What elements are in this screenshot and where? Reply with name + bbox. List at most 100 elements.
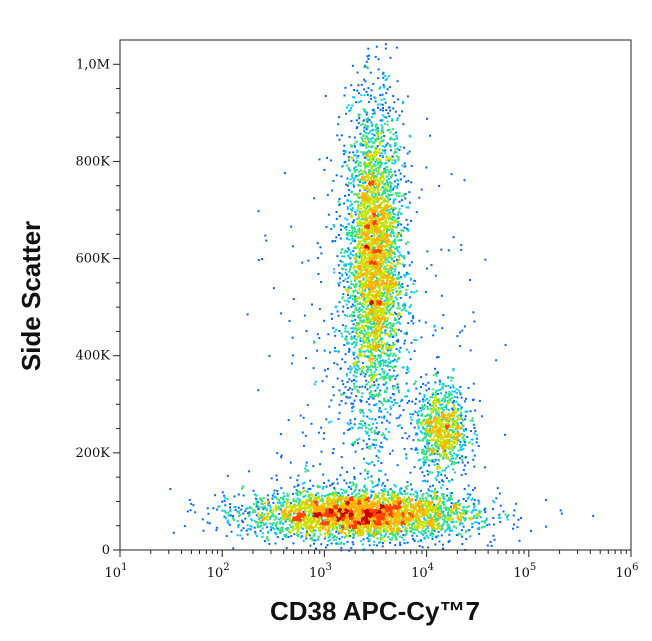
event-dot	[360, 329, 363, 332]
event-dot	[383, 299, 386, 302]
event-dot	[373, 516, 376, 519]
event-dot	[381, 292, 384, 295]
event-dot	[357, 240, 360, 243]
event-dot	[349, 268, 352, 271]
event-dot	[380, 236, 383, 239]
event-dot	[371, 293, 374, 296]
event-dot	[364, 80, 367, 83]
event-dot	[392, 216, 395, 219]
event-dot	[368, 169, 371, 172]
event-dot	[372, 422, 374, 425]
event-dot	[376, 190, 379, 193]
event-dot	[363, 208, 366, 211]
event-dot	[374, 129, 377, 132]
event-dot	[450, 491, 453, 494]
event-dot	[379, 538, 382, 540]
event-dot	[353, 382, 355, 385]
event-dot	[381, 274, 384, 277]
event-dot	[374, 254, 377, 257]
event-dot	[344, 86, 347, 89]
event-dot	[337, 200, 340, 203]
event-dot	[369, 208, 372, 211]
event-dot	[369, 286, 372, 289]
event-dot	[353, 423, 356, 426]
event-dot	[375, 291, 378, 293]
event-dot	[367, 381, 370, 384]
event-dot	[373, 226, 376, 228]
event-dot	[383, 361, 385, 364]
event-dot	[375, 233, 378, 235]
event-dot	[397, 338, 400, 341]
event-dot	[397, 303, 400, 306]
event-dot	[375, 229, 378, 232]
event-dot	[389, 376, 392, 379]
event-dot	[263, 513, 266, 516]
event-dot	[348, 160, 351, 162]
event-dot	[373, 318, 376, 321]
event-dot	[347, 166, 350, 169]
event-dot	[374, 299, 376, 302]
event-dot	[356, 303, 359, 306]
event-dot	[364, 314, 367, 316]
event-dot	[282, 516, 285, 519]
event-dot	[384, 188, 387, 191]
event-dot	[378, 141, 381, 144]
event-dot	[381, 119, 384, 122]
event-dot	[375, 148, 378, 151]
event-dot	[420, 524, 423, 526]
event-dot	[389, 240, 392, 243]
event-dot	[366, 318, 369, 321]
event-dot	[360, 224, 363, 227]
event-dot	[391, 218, 394, 221]
event-dot	[381, 312, 384, 315]
event-dot	[368, 182, 370, 185]
event-dot	[380, 98, 383, 101]
event-dot	[379, 250, 382, 253]
event-dot	[374, 328, 377, 330]
event-dot	[257, 501, 260, 504]
event-dot	[367, 304, 370, 307]
event-dot	[353, 169, 356, 172]
event-dot	[352, 247, 355, 250]
event-dot	[382, 307, 385, 310]
event-dot	[362, 345, 365, 348]
event-dot	[396, 117, 399, 120]
event-dot	[357, 266, 360, 268]
event-dot	[373, 201, 376, 204]
event-dot	[366, 243, 369, 246]
event-dot	[374, 389, 377, 392]
event-dot	[446, 514, 449, 517]
event-dot	[379, 359, 382, 362]
event-dot	[385, 116, 388, 119]
event-dot	[376, 302, 379, 305]
event-dot	[363, 129, 365, 132]
event-dot	[512, 514, 515, 517]
event-dot	[400, 194, 403, 197]
event-dot	[383, 342, 386, 345]
event-dot	[350, 226, 353, 229]
event-dot	[401, 204, 404, 207]
event-dot	[378, 221, 381, 224]
event-dot	[369, 302, 372, 305]
event-dot	[381, 109, 384, 112]
event-dot	[369, 311, 372, 314]
event-dot	[398, 349, 401, 352]
event-dot	[336, 520, 339, 523]
event-dot	[360, 252, 363, 255]
event-dot	[377, 58, 380, 61]
event-dot	[377, 283, 379, 286]
event-dot	[217, 505, 220, 508]
event-dot	[358, 189, 361, 192]
event-dot	[348, 428, 351, 431]
event-dot	[369, 209, 372, 212]
event-dot	[376, 103, 379, 106]
event-dot	[380, 347, 383, 350]
event-dot	[257, 505, 260, 508]
event-dot	[381, 224, 384, 227]
event-dot	[350, 272, 353, 275]
event-dot	[330, 159, 333, 162]
event-dot	[368, 300, 370, 303]
event-dot	[371, 167, 374, 169]
event-dot	[407, 241, 409, 244]
event-dot	[360, 207, 363, 210]
